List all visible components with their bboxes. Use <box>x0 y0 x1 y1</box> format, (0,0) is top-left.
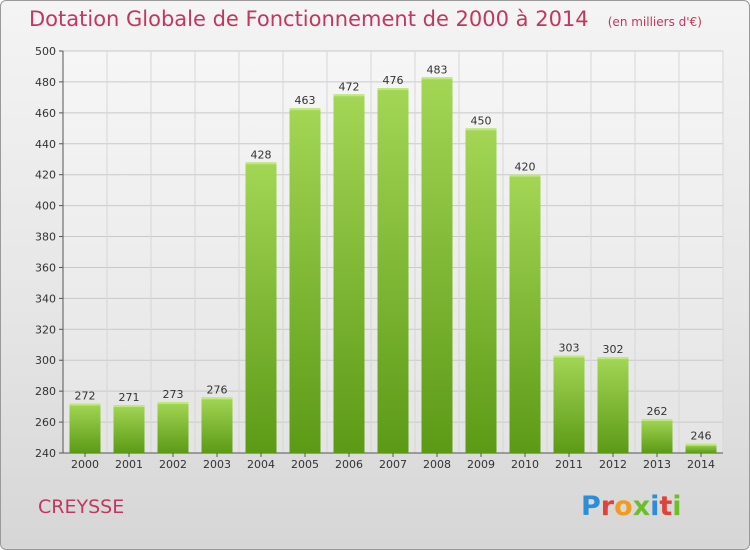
y-tick-label: 440 <box>35 138 56 151</box>
value-label-2011: 303 <box>559 342 580 355</box>
y-tick-label: 340 <box>35 292 56 305</box>
x-tick-label-2011: 2011 <box>555 458 583 471</box>
bar-highlight <box>597 357 629 360</box>
proxiti-logo[interactable]: Proxiti <box>581 491 682 522</box>
bar-2007 <box>377 88 409 453</box>
value-label-2012: 302 <box>603 343 624 356</box>
bar-2012 <box>597 357 629 453</box>
value-label-2003: 276 <box>207 383 228 396</box>
value-label-2006: 472 <box>339 80 360 93</box>
bar-highlight <box>509 174 541 177</box>
x-tick-label-2013: 2013 <box>643 458 671 471</box>
bar-layer <box>69 77 717 454</box>
bar-2008 <box>421 77 453 454</box>
y-tick-label: 360 <box>35 261 56 274</box>
y-tick-label: 500 <box>35 45 56 58</box>
x-tick-label-2003: 2003 <box>203 458 231 471</box>
value-label-2001: 271 <box>119 391 140 404</box>
bar-highlight <box>157 401 189 404</box>
bar-2002 <box>157 401 189 453</box>
x-tick-label-2014: 2014 <box>687 458 715 471</box>
bar-highlight <box>641 418 673 421</box>
bar-highlight <box>377 88 409 91</box>
x-tick-label-2008: 2008 <box>423 458 451 471</box>
bar-2005 <box>289 108 321 453</box>
bar-2009 <box>465 128 497 454</box>
y-tick-label: 320 <box>35 323 56 336</box>
bar-2013 <box>641 418 673 453</box>
bar-2014 <box>685 443 717 453</box>
y-tick-label: 300 <box>35 354 56 367</box>
commune-name: CREYSSE <box>38 496 125 518</box>
chart-unit: (en milliers d'€) <box>607 15 702 29</box>
value-label-2010: 420 <box>515 161 536 174</box>
bar-highlight <box>289 108 321 111</box>
y-tick-label: 460 <box>35 107 56 120</box>
bar-highlight <box>333 94 365 97</box>
value-label-2009: 450 <box>471 114 492 127</box>
bar-highlight <box>113 405 145 408</box>
bar-highlight <box>553 355 585 358</box>
bar-2000 <box>69 403 101 453</box>
value-label-2004: 428 <box>251 148 272 161</box>
value-label-2014: 246 <box>691 430 712 443</box>
y-tick-label: 480 <box>35 76 56 89</box>
y-tick-label: 280 <box>35 385 56 398</box>
bar-2011 <box>553 355 585 453</box>
x-tick-label-2000: 2000 <box>71 458 99 471</box>
label-layer: 272 2000 271 2001 273 2002 276 2003 428 2004 463 20… <box>71 63 715 471</box>
bar-highlight <box>465 128 497 131</box>
x-tick-label-2002: 2002 <box>159 458 187 471</box>
bar-2004 <box>245 162 277 454</box>
title-row: Dotation Globale de Fonctionnement de 20… <box>29 7 702 31</box>
y-tick-label: 240 <box>35 447 56 460</box>
bar-2003 <box>201 397 233 453</box>
value-label-2000: 272 <box>75 390 96 403</box>
chart-title: Dotation Globale de Fonctionnement de 20… <box>29 7 589 31</box>
x-tick-label-2006: 2006 <box>335 458 363 471</box>
y-tick-label: 260 <box>35 416 56 429</box>
bar-highlight <box>69 403 101 406</box>
x-tick-label-2001: 2001 <box>115 458 143 471</box>
bar-highlight <box>421 77 453 80</box>
bar-2010 <box>509 174 541 453</box>
value-label-2008: 483 <box>427 63 448 76</box>
x-tick-label-2010: 2010 <box>511 458 539 471</box>
x-tick-label-2009: 2009 <box>467 458 495 471</box>
x-tick-label-2004: 2004 <box>247 458 275 471</box>
value-label-2005: 463 <box>295 94 316 107</box>
bar-2006 <box>333 94 365 454</box>
x-tick-label-2012: 2012 <box>599 458 627 471</box>
bar-highlight <box>245 162 277 165</box>
x-tick-label-2005: 2005 <box>291 458 319 471</box>
x-tick-label-2007: 2007 <box>379 458 407 471</box>
y-tick-label: 400 <box>35 200 56 213</box>
bar-highlight <box>201 397 233 400</box>
bar-highlight <box>685 443 717 446</box>
bar-2001 <box>113 405 145 453</box>
value-label-2013: 262 <box>647 405 668 418</box>
value-label-2007: 476 <box>383 74 404 87</box>
y-tick-label: 380 <box>35 231 56 244</box>
y-tick-label: 420 <box>35 169 56 182</box>
value-label-2002: 273 <box>163 388 184 401</box>
